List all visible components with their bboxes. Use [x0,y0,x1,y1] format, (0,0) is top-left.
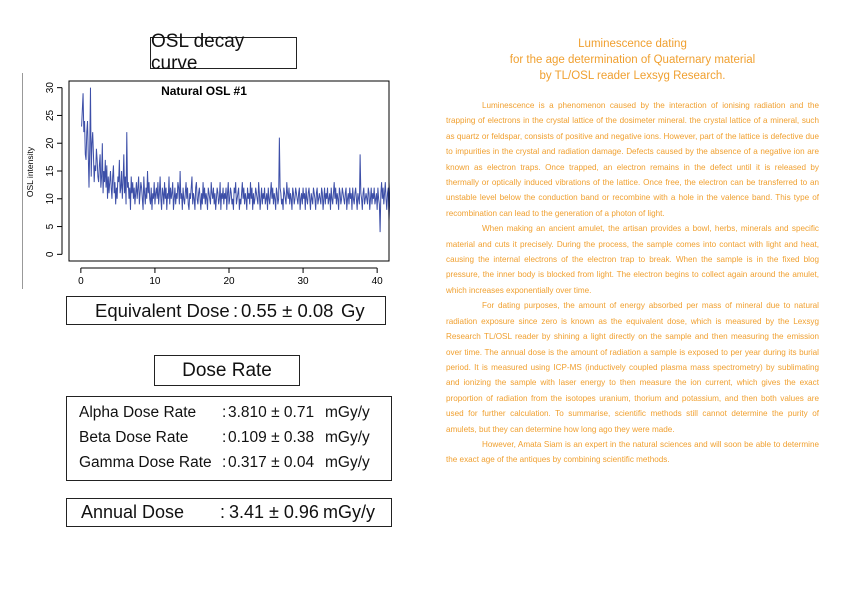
article-title-line: Luminescence dating [578,38,687,50]
annual-dose-colon: : [220,502,226,522]
series-line [81,87,390,233]
equivalent-dose-value: 0.55 ± 0.08 [241,300,334,321]
dose-rate-value: 0.317 ± 0.04 [228,454,315,471]
y-tick-label: 25 [45,109,56,121]
y-tick-label: 10 [45,193,56,205]
equivalent-dose-box: Equivalent Dose : 0.55 ± 0.08 Gy [66,296,386,325]
alpha-dose-rate-row: Alpha Dose Rate : 3.810 ± 0.71 mGy/y [67,404,391,426]
equivalent-dose-unit: Gy [341,300,365,321]
dose-rate-label: Beta Dose Rate [79,429,189,446]
article-paragraph: When making an ancient amulet, the artis… [446,224,819,295]
annual-dose-value: 3.41 ± 0.96 [229,502,319,522]
y-tick-label: 5 [45,223,56,229]
beta-dose-rate-row: Beta Dose Rate : 0.109 ± 0.38 mGy/y [67,429,391,451]
gamma-dose-rate-row: Gamma Dose Rate : 0.317 ± 0.04 mGy/y [67,454,391,476]
dose-rate-colon: : [222,429,227,446]
x-tick-label: 10 [149,276,161,287]
osl-title-box: OSL decay curve [150,31,297,74]
x-tick-label: 20 [223,276,235,287]
dose-rate-unit: mGy/y [325,429,370,446]
article-paragraph: For dating purposes, the amount of energ… [446,301,819,434]
annual-dose-label: Annual Dose [81,502,185,522]
dose-rate-label: Gamma Dose Rate [79,454,212,471]
y-axis-label: OSL intensity [25,146,35,197]
annual-dose-unit: mGy/y [323,502,375,522]
dose-rate-unit: mGy/y [325,454,370,471]
dose-rate-colon: : [222,404,227,421]
annual-dose-box: Annual Dose : 3.41 ± 0.96 mGy/y [66,498,392,527]
osl-title: OSL decay curve [151,31,245,74]
dose-rate-value: 0.109 ± 0.38 [228,429,315,446]
dose-rates-box: Alpha Dose Rate : 3.810 ± 0.71 mGy/y Bet… [66,396,392,481]
y-tick-label: 30 [45,82,56,94]
dose-rate-colon: : [222,454,227,471]
article-paragraph: Luminescence is a phenomenon caused by t… [446,101,819,218]
article-paragraph: However, Amata Siam is an expert in the … [446,439,819,465]
x-tick-label: 40 [372,276,384,287]
article-title-line: for the age determination of Quaternary … [509,54,756,66]
dose-rate-title-box: Dose Rate [154,355,300,386]
y-tick-label: 15 [45,165,56,177]
dose-rate-value: 3.810 ± 0.71 [228,404,315,421]
equivalent-dose-colon: : [233,300,239,321]
article-title-line: by TL/OSL reader Lexsyg Research. [539,70,726,82]
y-tick-label: 20 [45,137,56,149]
plot-frame [68,80,390,262]
dose-rate-unit: mGy/y [325,404,370,421]
dose-rate-label: Alpha Dose Rate [79,404,197,421]
chart-title: Natural OSL #1 [161,84,247,98]
osl-decay-chart: 0 5 10 15 20 25 30 0 10 20 30 40 Natural OSL #1 OSL i… [25,80,390,287]
x-tick-label: 0 [78,276,84,287]
dose-rate-title: Dose Rate [182,359,272,381]
equivalent-dose-label: Equivalent Dose [95,300,230,321]
y-tick-label: 0 [45,251,56,257]
x-tick-label: 30 [298,276,310,287]
article-title: Luminescence dating for the age determin… [446,36,819,84]
article: Luminescence dating for the age determin… [446,36,819,468]
side-divider-line [22,73,23,289]
